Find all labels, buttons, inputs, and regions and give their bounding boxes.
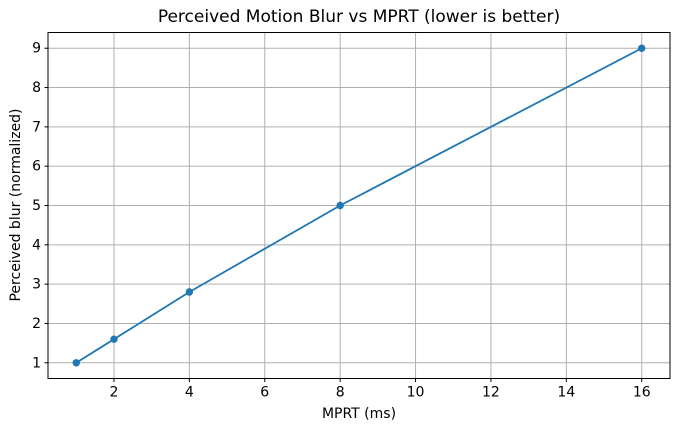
x-tick-label: 14 bbox=[557, 385, 575, 401]
y-tick-label: 7 bbox=[32, 119, 41, 135]
y-tick-label: 5 bbox=[32, 198, 41, 214]
data-point bbox=[72, 359, 80, 367]
x-tick-label: 16 bbox=[633, 385, 651, 401]
chart-title: Perceived Motion Blur vs MPRT (lower is … bbox=[157, 7, 561, 27]
y-tick-label: 6 bbox=[32, 159, 41, 175]
data-point bbox=[336, 201, 344, 210]
y-tick-label: 8 bbox=[32, 80, 41, 96]
x-tick-label: 10 bbox=[407, 385, 425, 401]
data-point bbox=[638, 44, 646, 52]
x-tick-label: 4 bbox=[185, 385, 194, 401]
data-point bbox=[110, 335, 118, 343]
y-tick-label: 2 bbox=[32, 316, 41, 332]
x-tick-label: 6 bbox=[260, 385, 269, 401]
data-point bbox=[185, 288, 194, 296]
y-tick-label: 4 bbox=[32, 237, 41, 253]
x-tick-label: 2 bbox=[110, 385, 119, 401]
plot-border bbox=[47, 32, 671, 379]
y-tick-label: 1 bbox=[32, 355, 41, 371]
y-tick-label: 9 bbox=[32, 41, 41, 57]
x-tick-label: 12 bbox=[482, 385, 500, 401]
x-axis-label: MPRT (ms) bbox=[321, 406, 397, 422]
y-tick-label: 3 bbox=[32, 277, 41, 293]
x-tick-label: 8 bbox=[336, 385, 345, 401]
